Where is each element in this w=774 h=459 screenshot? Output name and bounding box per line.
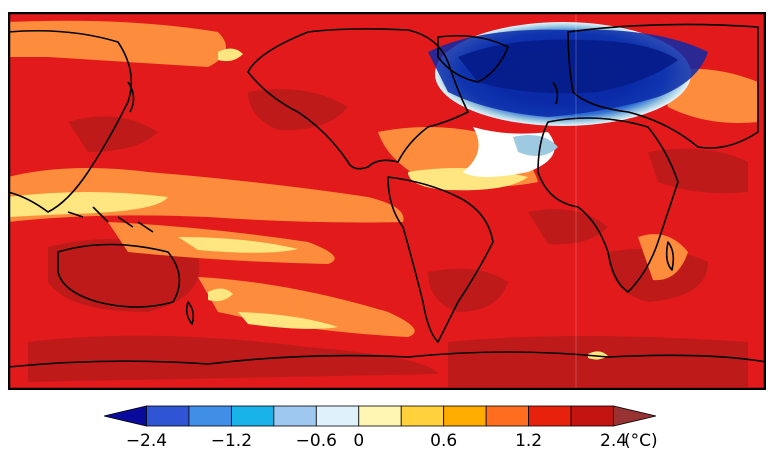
colorbar-swatch: [528, 405, 572, 427]
colorbar-tick-label: −0.6: [296, 431, 337, 451]
colorbar-tick-label: 0: [353, 431, 364, 451]
madagascar-coast: [665, 241, 675, 271]
colorbar-ticks: −2.4 −1.2 −0.6 0 0.6 1.2 2.4: [126, 431, 627, 451]
colorbar-tick-label: −1.2: [211, 431, 252, 451]
map-border: [8, 12, 766, 390]
colorbar-swatch: [230, 405, 275, 427]
colorbar-swatches: [103, 405, 657, 427]
colorbar-swatch: [358, 405, 402, 427]
colorbar-unit-label: (°C): [624, 431, 658, 451]
north-america-coast: [247, 28, 469, 170]
colorbar-swatch: [273, 405, 317, 427]
dark-red-patches: [28, 89, 748, 387]
colorbar-swatch: [103, 405, 147, 427]
colorbar-swatch: [146, 405, 190, 427]
colorbar-swatch: [613, 405, 657, 427]
japan-coast: [127, 81, 135, 113]
colorbar-swatch: [400, 405, 445, 427]
colorbar-tick-label: −2.4: [126, 431, 167, 451]
cold-anomaly: [428, 22, 708, 177]
asia-east-coast: [8, 29, 133, 213]
yellow-streaks: [8, 48, 608, 360]
africa-coast: [537, 117, 679, 293]
colorbar: −2.4 −1.2 −0.6 0 0.6 1.2 2.4 (°C): [96, 404, 676, 454]
colorbar-svg: −2.4 −1.2 −0.6 0 0.6 1.2 2.4 (°C): [103, 405, 658, 451]
colorbar-tick-label: 2.4: [600, 431, 627, 451]
greenland-coast: [437, 34, 509, 83]
colorbar-swatch: [315, 405, 360, 427]
coastlines: [8, 23, 766, 368]
new-zealand-coast: [185, 301, 195, 325]
eurasia-coast: [567, 23, 759, 149]
south-america-coast: [387, 176, 494, 343]
colorbar-swatch: [188, 405, 232, 427]
colorbar-swatch: [570, 405, 614, 427]
indonesia-islands: [67, 206, 154, 233]
colorbar-tick-label: 0.6: [430, 431, 457, 451]
colorbar-swatch: [443, 405, 487, 427]
colorbar-swatch: [485, 405, 530, 427]
colorbar-tick-label: 1.2: [515, 431, 542, 451]
anomaly-map: [8, 12, 766, 390]
australia-coast: [57, 243, 181, 308]
antarctica-coast: [8, 351, 766, 368]
british-isles-coast: [552, 81, 559, 105]
map-svg: [8, 12, 766, 390]
